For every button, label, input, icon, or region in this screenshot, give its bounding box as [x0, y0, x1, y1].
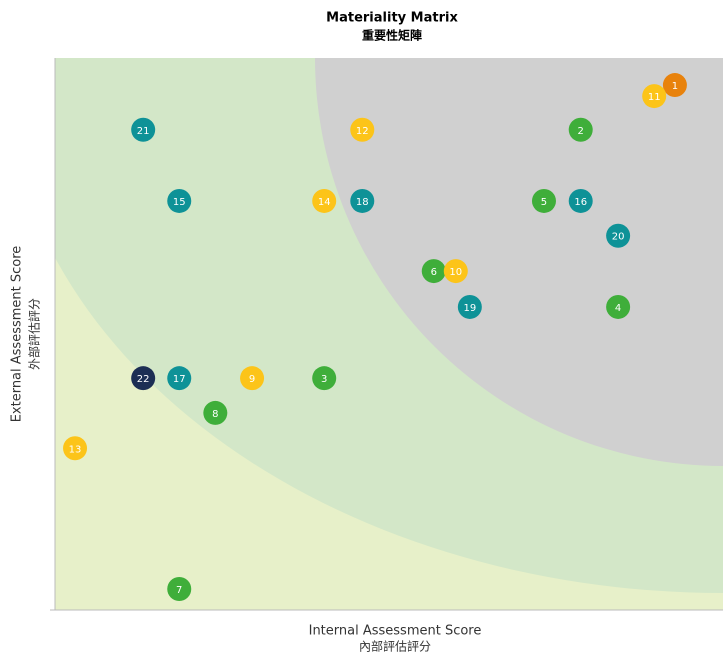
point [457, 294, 482, 319]
chart-subtitle: 重要性矩陣 [362, 28, 422, 43]
zone-high [315, 58, 723, 466]
point [131, 117, 156, 142]
point [606, 294, 631, 319]
point-label: 4 [615, 303, 621, 314]
point [167, 188, 192, 213]
x-axis-label-sub: 內部評估評分 [359, 639, 431, 654]
point-label: 14 [318, 197, 331, 208]
point [531, 188, 556, 213]
zones [55, 58, 723, 610]
point-label: 21 [137, 126, 150, 137]
point [167, 366, 192, 391]
point [63, 436, 88, 461]
point [568, 117, 593, 142]
point-label: 6 [431, 267, 437, 278]
point-label: 22 [137, 374, 150, 385]
y-axis-label: External Assessment Score [10, 246, 25, 423]
point [568, 188, 593, 213]
y-axis-label-sub: 外部評估評分 [27, 298, 42, 370]
chart-title: Materiality Matrix [326, 11, 458, 26]
point [240, 366, 265, 391]
point-label: 18 [356, 197, 369, 208]
x-axis-label: Internal Assessment Score [309, 624, 482, 639]
point-label: 19 [463, 303, 476, 314]
point-label: 13 [69, 444, 82, 455]
point-label: 1 [672, 81, 678, 92]
point [421, 259, 446, 284]
point [312, 366, 337, 391]
point-label: 10 [449, 267, 462, 278]
point [203, 400, 228, 425]
point [350, 117, 375, 142]
point-label: 16 [574, 197, 587, 208]
point [662, 73, 687, 98]
point [312, 188, 337, 213]
point [606, 223, 631, 248]
point [131, 366, 156, 391]
point-label: 8 [212, 409, 218, 420]
point-label: 12 [356, 126, 369, 137]
point [167, 577, 192, 602]
point [350, 188, 375, 213]
point-label: 2 [578, 126, 584, 137]
point-label: 7 [176, 585, 182, 596]
point-label: 15 [173, 197, 186, 208]
point-label: 9 [249, 374, 255, 385]
point-label: 17 [173, 374, 186, 385]
point [642, 84, 667, 109]
point-label: 20 [612, 232, 625, 243]
point-label: 3 [321, 374, 327, 385]
point-label: 11 [648, 92, 661, 103]
point [443, 259, 468, 284]
point-label: 5 [541, 197, 547, 208]
